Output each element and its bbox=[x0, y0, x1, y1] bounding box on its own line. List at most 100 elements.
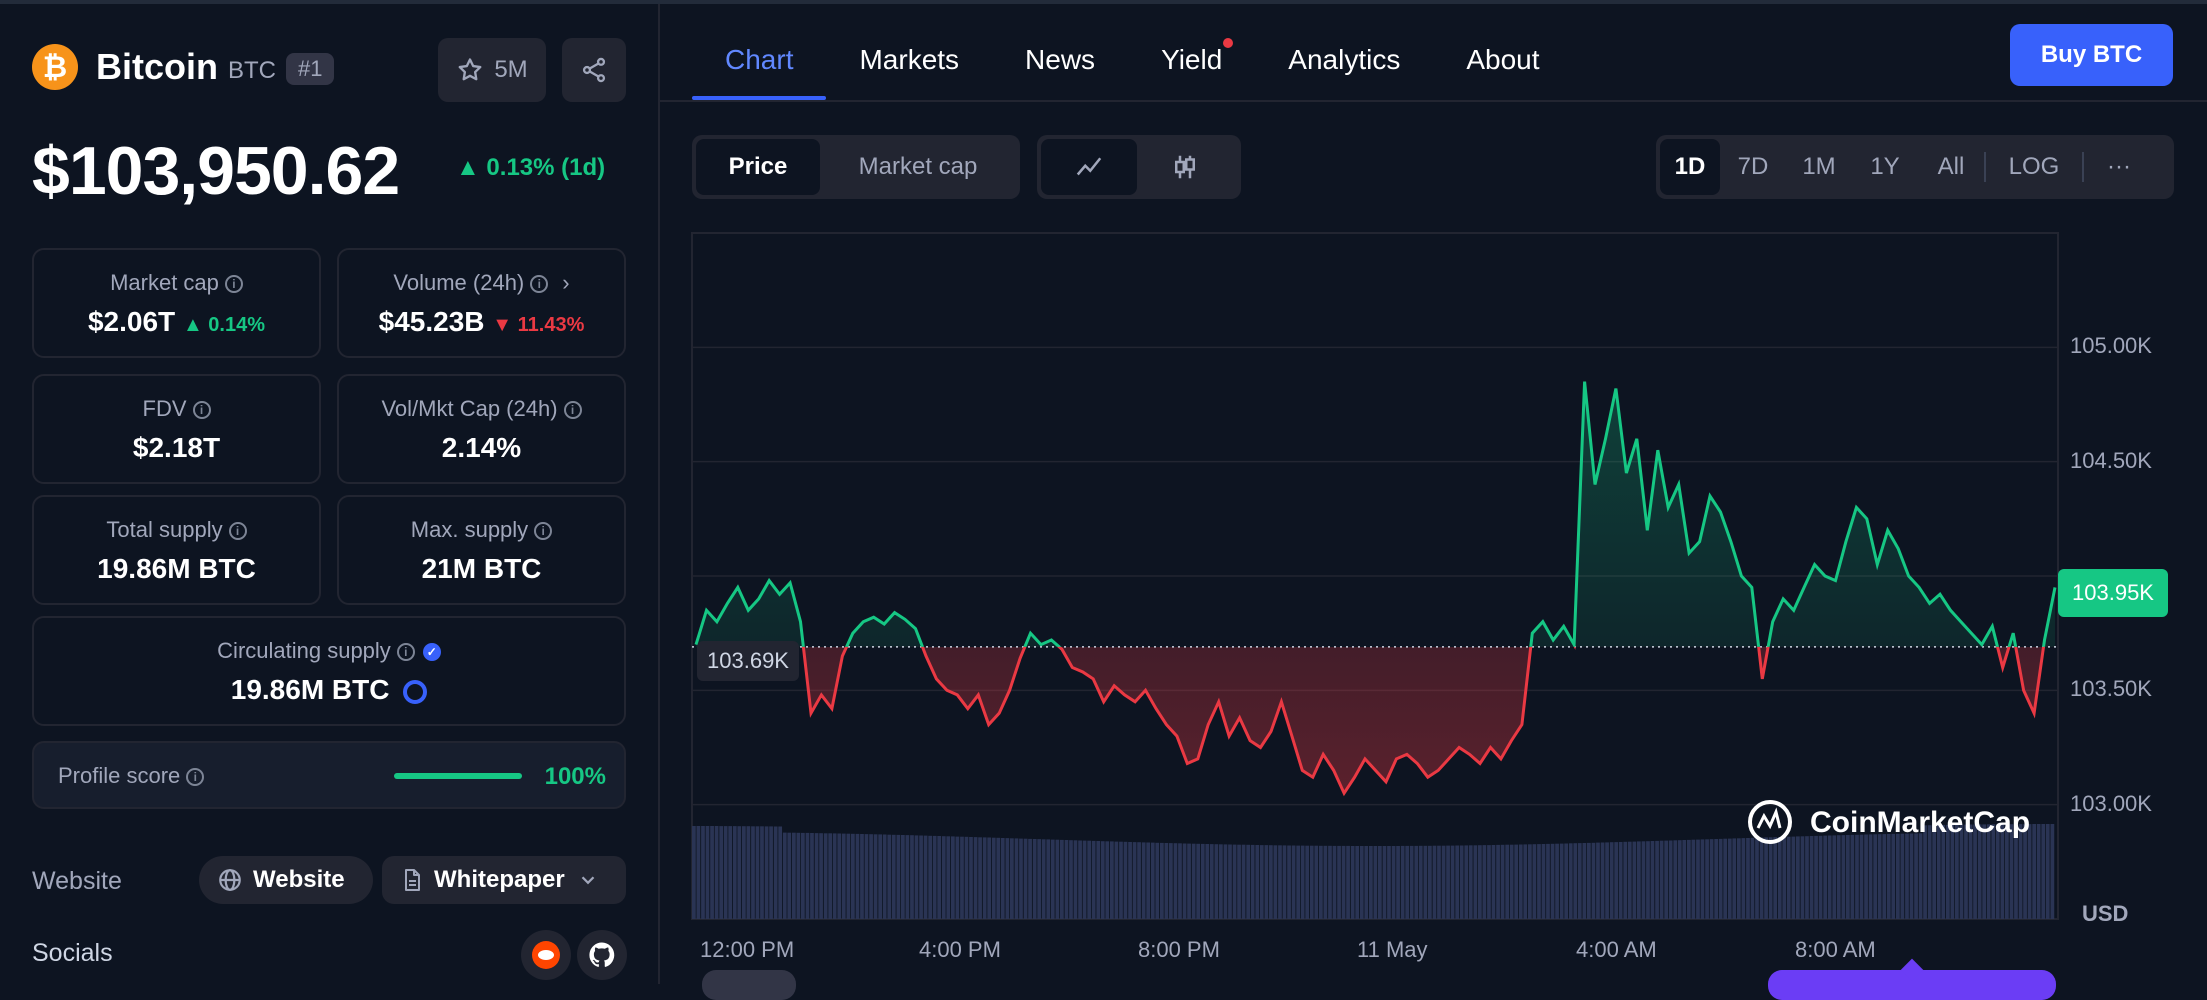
info-icon[interactable]: i bbox=[192, 401, 211, 420]
volume-bar bbox=[1169, 843, 1173, 919]
range-7d[interactable]: 7D bbox=[1737, 153, 1769, 180]
bitcoin-logo-icon: ₿ bbox=[32, 44, 78, 90]
volume-bar bbox=[1587, 842, 1591, 919]
range-1m[interactable]: 1M bbox=[1802, 153, 1836, 180]
volume-bar bbox=[805, 832, 810, 919]
market-cap-toggle[interactable]: Market cap bbox=[858, 153, 978, 180]
volume-bar bbox=[1468, 845, 1473, 919]
volume-card[interactable]: Volume (24h) i › $45.23B ▼ 11.43% bbox=[337, 248, 626, 358]
volume-bar bbox=[1400, 845, 1405, 919]
volume-bar bbox=[1714, 839, 1719, 919]
volume-bar bbox=[1346, 845, 1350, 919]
chevron-right-icon[interactable]: › bbox=[562, 270, 570, 295]
volume-bar bbox=[1087, 840, 1092, 919]
volume-bar bbox=[1691, 839, 1696, 919]
volume-change: ▼ 11.43% bbox=[492, 314, 585, 336]
volume-bar bbox=[1300, 845, 1305, 919]
info-icon[interactable]: i bbox=[396, 643, 415, 662]
volume-bar bbox=[1732, 838, 1737, 919]
watchlist-button[interactable]: 5M bbox=[438, 38, 546, 102]
volume-bar bbox=[1655, 840, 1659, 919]
chevron-down-icon bbox=[581, 876, 594, 885]
volume-bar bbox=[1200, 843, 1205, 919]
volume-bar bbox=[1023, 838, 1028, 919]
volume-bar bbox=[1446, 845, 1450, 919]
volume-bar bbox=[1428, 845, 1432, 919]
website-button[interactable]: Website bbox=[199, 856, 373, 904]
volume-bar bbox=[1064, 840, 1069, 919]
buy-button[interactable]: Buy BTC bbox=[2010, 24, 2173, 86]
volume-bar bbox=[828, 833, 833, 919]
volume-bar bbox=[932, 835, 937, 919]
volume-bar bbox=[1219, 844, 1223, 919]
log-toggle[interactable]: LOG bbox=[2008, 153, 2060, 180]
volume-bar bbox=[1650, 841, 1655, 919]
volume-bar bbox=[782, 832, 787, 919]
volume-bar bbox=[732, 826, 737, 919]
supply-ring-icon bbox=[403, 679, 428, 704]
tab-news[interactable]: News bbox=[1025, 44, 1096, 75]
volume-bar bbox=[1287, 845, 1291, 919]
volume-bar bbox=[1250, 844, 1255, 919]
volume-bar bbox=[1000, 838, 1005, 919]
tab-yield[interactable]: Yield bbox=[1128, 38, 1255, 100]
volume-bar bbox=[1555, 843, 1559, 919]
volume-bar bbox=[810, 833, 814, 919]
max-supply-card: Max. supply i 21M BTC bbox=[337, 495, 626, 605]
info-icon[interactable]: i bbox=[186, 768, 205, 787]
volume-bar bbox=[705, 826, 710, 919]
coin-header: ₿ Bitcoin BTC #1 bbox=[32, 44, 335, 90]
info-icon[interactable]: i bbox=[534, 522, 553, 541]
whitepaper-dropdown[interactable]: Whitepaper bbox=[382, 856, 626, 904]
info-icon[interactable]: i bbox=[228, 522, 247, 541]
range-1d[interactable]: 1D bbox=[1660, 139, 1720, 195]
chart-handle-left[interactable] bbox=[702, 970, 796, 1000]
info-icon[interactable]: i bbox=[530, 275, 549, 294]
volume-bar bbox=[1791, 836, 1796, 919]
volume-bar bbox=[914, 835, 919, 919]
volume-bar bbox=[1882, 834, 1887, 919]
divider bbox=[1984, 152, 1986, 182]
share-button[interactable] bbox=[562, 38, 626, 102]
tab-about[interactable]: About bbox=[1466, 44, 1540, 75]
range-1y[interactable]: 1Y bbox=[1870, 153, 1900, 180]
volume-bar bbox=[1046, 839, 1051, 919]
range-all[interactable]: All bbox=[1937, 153, 1965, 180]
price-toggle[interactable]: Price bbox=[696, 139, 820, 195]
circulating-supply-label: Circulating supply bbox=[217, 638, 391, 663]
volume-bar bbox=[887, 834, 892, 919]
volume-bar bbox=[1746, 838, 1750, 919]
volume-bar bbox=[1909, 833, 1914, 919]
currency-label: USD bbox=[2082, 901, 2129, 926]
max-supply-label: Max. supply bbox=[410, 517, 529, 542]
tab-chart[interactable]: Chart bbox=[692, 44, 827, 100]
info-icon[interactable]: i bbox=[224, 275, 243, 294]
volume-bar bbox=[923, 835, 928, 919]
volume-bar bbox=[1332, 845, 1337, 919]
document-icon bbox=[405, 869, 420, 891]
volume-bar bbox=[1673, 840, 1678, 919]
info-icon[interactable]: i bbox=[563, 401, 582, 420]
volume-bar bbox=[946, 836, 951, 919]
volume-bar bbox=[714, 826, 719, 919]
volume-bar bbox=[1341, 845, 1346, 919]
volume-bar bbox=[905, 835, 910, 919]
fdv-label: FDV bbox=[142, 396, 187, 421]
area-below-baseline bbox=[696, 646, 2055, 794]
reddit-icon[interactable] bbox=[521, 930, 571, 980]
volume-bar bbox=[1050, 839, 1055, 919]
volume-bar bbox=[1459, 845, 1464, 919]
candlestick-icon[interactable] bbox=[1137, 139, 1233, 195]
volume-bar bbox=[1073, 840, 1078, 919]
more-options-icon[interactable]: ··· bbox=[2107, 153, 2131, 180]
line-chart-icon[interactable] bbox=[1041, 139, 1137, 195]
tab-analytics[interactable]: Analytics bbox=[1288, 44, 1401, 75]
x-tick-label: 12:00 PM bbox=[700, 937, 795, 962]
volume-bar bbox=[1273, 845, 1278, 919]
main-tabs: Chart Markets News Yield Analytics About bbox=[692, 0, 1573, 100]
tab-markets[interactable]: Markets bbox=[859, 44, 960, 75]
github-icon[interactable] bbox=[577, 930, 627, 980]
volume-bar bbox=[1259, 845, 1264, 919]
website-row-label: Website bbox=[32, 867, 122, 895]
share-icon bbox=[582, 57, 606, 83]
